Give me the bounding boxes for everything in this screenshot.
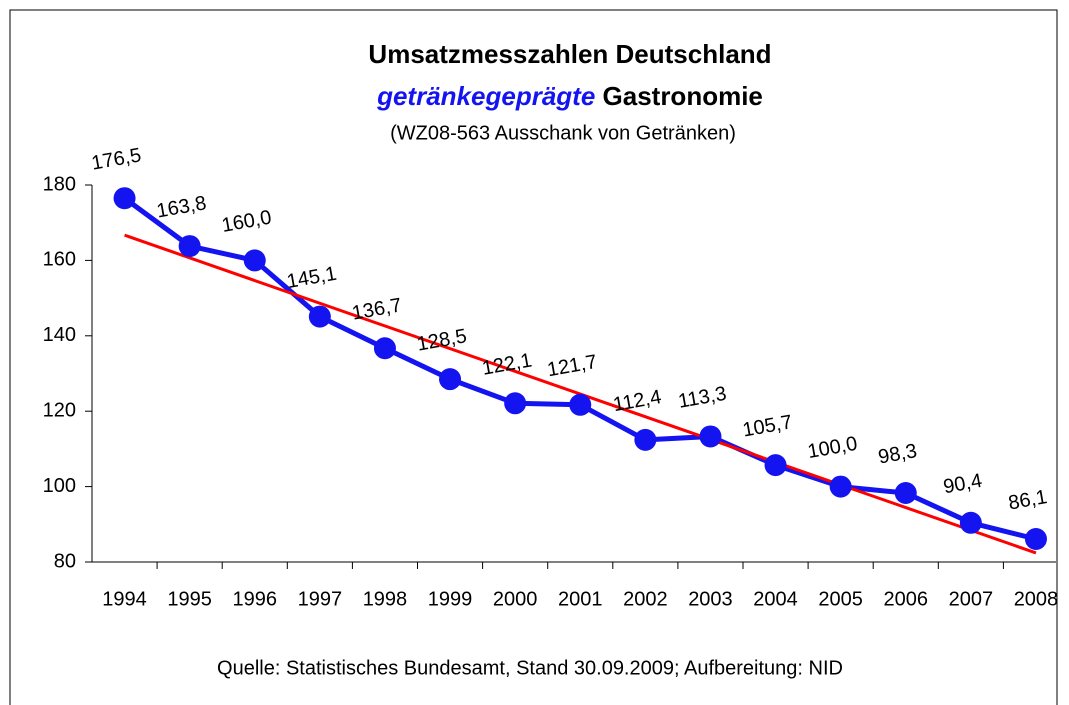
data-label: 98,3 xyxy=(877,440,919,468)
data-point xyxy=(243,249,266,272)
data-label: 163,8 xyxy=(155,192,208,222)
x-tick-label: 2003 xyxy=(688,588,733,610)
data-label: 100,0 xyxy=(806,433,859,463)
data-point xyxy=(308,305,331,328)
x-tick-label: 2001 xyxy=(558,588,603,610)
data-label: 113,3 xyxy=(676,383,728,413)
subtitle-highlight: getränkegeprägte xyxy=(376,81,595,111)
y-tick-label: 120 xyxy=(43,399,76,421)
x-tick-label: 1995 xyxy=(167,588,212,610)
x-tick-label: 2002 xyxy=(623,588,668,610)
data-label: 90,4 xyxy=(942,470,984,498)
data-point xyxy=(504,392,527,415)
chart-title: Umsatzmesszahlen Deutschland xyxy=(368,39,771,69)
data-point xyxy=(894,482,917,505)
data-point xyxy=(178,235,201,258)
data-point xyxy=(1024,528,1047,551)
x-tick-label: 1997 xyxy=(298,588,343,610)
data-point xyxy=(373,337,396,360)
x-tick-label: 2007 xyxy=(949,588,994,610)
x-tick-label: 2004 xyxy=(753,588,798,610)
data-point xyxy=(113,187,136,210)
data-point xyxy=(439,368,462,391)
y-tick-label: 140 xyxy=(43,324,76,346)
chart-frame xyxy=(9,9,1058,705)
data-point xyxy=(634,428,657,451)
y-tick-label: 100 xyxy=(43,475,76,497)
x-tick-label: 2000 xyxy=(493,588,538,610)
data-label: 121,7 xyxy=(546,351,599,381)
data-point xyxy=(829,475,852,498)
x-tick-label: 2006 xyxy=(884,588,929,610)
data-label: 86,1 xyxy=(1007,486,1049,514)
y-tick-label: 180 xyxy=(43,173,76,195)
x-tick-label: 1999 xyxy=(428,588,473,610)
data-label: 112,4 xyxy=(611,386,663,416)
data-label: 145,1 xyxy=(285,263,338,293)
data-label: 160,0 xyxy=(220,207,273,237)
data-label: 105,7 xyxy=(741,411,794,441)
y-tick-label: 160 xyxy=(43,249,76,271)
x-tick-label: 1994 xyxy=(102,588,147,610)
chart-subtitle: getränkegeprägte Gastronomie xyxy=(376,81,763,111)
data-point xyxy=(569,393,592,416)
data-point xyxy=(699,425,722,448)
x-tick-label: 1998 xyxy=(363,588,408,610)
x-tick-label: 2008 xyxy=(1014,588,1059,610)
y-tick-label: 80 xyxy=(54,550,76,572)
data-label: 136,7 xyxy=(350,294,403,324)
data-label: 176,5 xyxy=(90,144,143,174)
data-point xyxy=(764,454,787,477)
subtitle-rest: Gastronomie xyxy=(603,81,763,111)
chart-source: Quelle: Statistisches Bundesamt, Stand 3… xyxy=(217,657,843,679)
data-point xyxy=(959,511,982,534)
x-tick-label: 1996 xyxy=(233,588,278,610)
chart-note: (WZ08-563 Ausschank von Getränken) xyxy=(390,122,736,144)
x-tick-label: 2005 xyxy=(818,588,863,610)
